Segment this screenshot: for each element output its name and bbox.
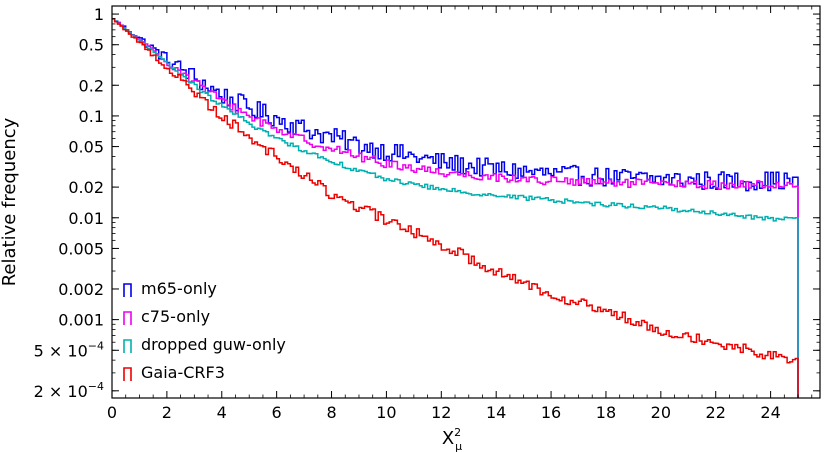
x-axis-title-main: X (442, 428, 454, 449)
legend-item-c75-only: c75-only (123, 307, 210, 326)
y-tick-label: 0.005 (58, 239, 104, 258)
legend-label-gaia-crf3: Gaia-CRF3 (141, 363, 225, 382)
x-tick-label: 20 (651, 403, 671, 422)
series-line-dropped-guw-only (112, 18, 799, 398)
label-layer: 0 2 4 6 8 10 12 14 16 18 20 22 2410.50.20.10.050.020… (34, 5, 781, 422)
y-tick-label: 1 (94, 5, 104, 24)
legend-label-c75-only: c75-only (141, 307, 210, 326)
legend-swatch-gaia-crf3 (123, 367, 132, 381)
y-tick-label: 5 × 10−4 (34, 339, 104, 360)
x-axis-title-sub: μ (455, 440, 462, 452)
x-tick-label: 14 (486, 403, 506, 422)
x-tick-label: 16 (541, 403, 561, 422)
x-axis-title: X2 μ (442, 426, 462, 452)
series-line-c75-only (112, 18, 799, 398)
y-tick-label: 0.001 (58, 311, 104, 330)
y-tick-label: 2 × 10−4 (34, 380, 104, 401)
x-tick-label: 22 (706, 403, 726, 422)
legend-swatch-c75-only (123, 311, 132, 325)
x-tick-label: 2 (162, 403, 172, 422)
y-axis-title: Relative frequency (0, 117, 20, 286)
legend-label-m65-only: m65-only (141, 279, 217, 298)
tick-layer (111, 6, 820, 398)
y-tick-label: 0.05 (68, 138, 104, 157)
legend-label-dropped-guw-only: dropped guw-only (141, 335, 286, 354)
x-tick-label: 10 (376, 403, 396, 422)
y-tick-label: 0.2 (79, 76, 104, 95)
series-layer (112, 17, 799, 398)
x-tick-label: 18 (596, 403, 616, 422)
x-tick-label: 24 (760, 403, 780, 422)
y-tick-label: 0.002 (58, 280, 104, 299)
y-tick-label: 0.02 (68, 178, 104, 197)
legend-swatch-m65-only (123, 283, 132, 297)
y-tick-label: 0.5 (79, 36, 104, 55)
x-tick-label: 0 (107, 403, 117, 422)
plot-frame (111, 5, 821, 399)
x-tick-label: 8 (326, 403, 336, 422)
legend-swatch-dropped-guw-only (123, 339, 132, 353)
legend-item-m65-only: m65-only (123, 279, 217, 298)
x-axis-title-sup: 2 (454, 426, 461, 439)
x-tick-label: 12 (431, 403, 451, 422)
legend-item-dropped-guw-only: dropped guw-only (123, 335, 286, 354)
x-tick-label: 4 (217, 403, 227, 422)
y-tick-label: 0.1 (79, 107, 104, 126)
y-tick-label: 0.01 (68, 209, 104, 228)
series-line-gaia-crf3 (112, 18, 799, 398)
legend-item-gaia-crf3: Gaia-CRF3 (123, 363, 225, 382)
x-tick-label: 6 (272, 403, 282, 422)
legend: m65-only c75-only dropped guw-only Gaia-… (123, 279, 286, 382)
